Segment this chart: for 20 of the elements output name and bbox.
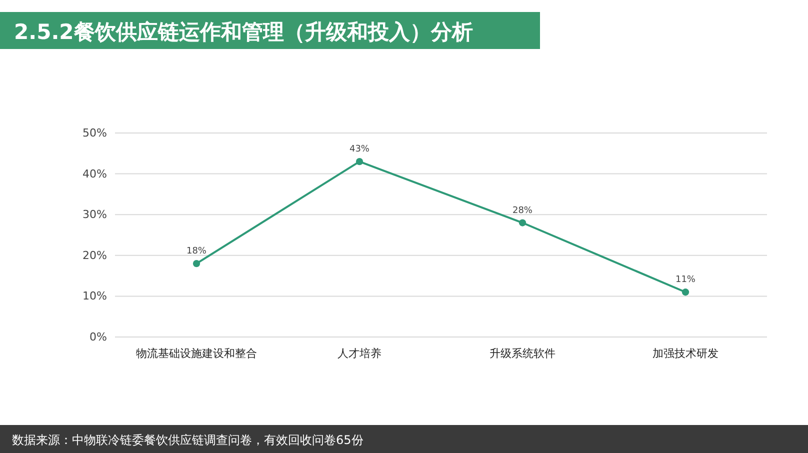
data-label: 18% <box>186 246 207 257</box>
y-tick-label: 10% <box>82 290 107 303</box>
x-tick-label: 人才培养 <box>338 346 382 360</box>
source-note: 数据来源：中物联冷链委餐饮供应链调查问卷，有效回收问卷65份 <box>12 433 364 447</box>
chart-title: 2.5.2餐饮供应链运作和管理（升级和投入）分析 <box>14 20 473 44</box>
point <box>682 288 690 296</box>
y-tick-label: 30% <box>82 208 107 222</box>
y-tick-label: 40% <box>82 167 107 180</box>
x-tick-label: 升级系统软件 <box>490 346 556 360</box>
x-tick-label: 加强技术研发 <box>652 346 718 360</box>
point <box>192 260 200 268</box>
point <box>356 158 364 166</box>
data-label: 28% <box>512 206 533 216</box>
y-tick-label: 20% <box>82 248 107 262</box>
data-label: 43% <box>349 144 370 155</box>
data-label: 11% <box>675 275 696 286</box>
point <box>518 219 526 226</box>
y-tick-label: 0% <box>90 330 107 344</box>
x-tick-label: 物流基础设施建设和整合 <box>136 346 257 360</box>
y-tick-label: 50% <box>82 126 107 140</box>
